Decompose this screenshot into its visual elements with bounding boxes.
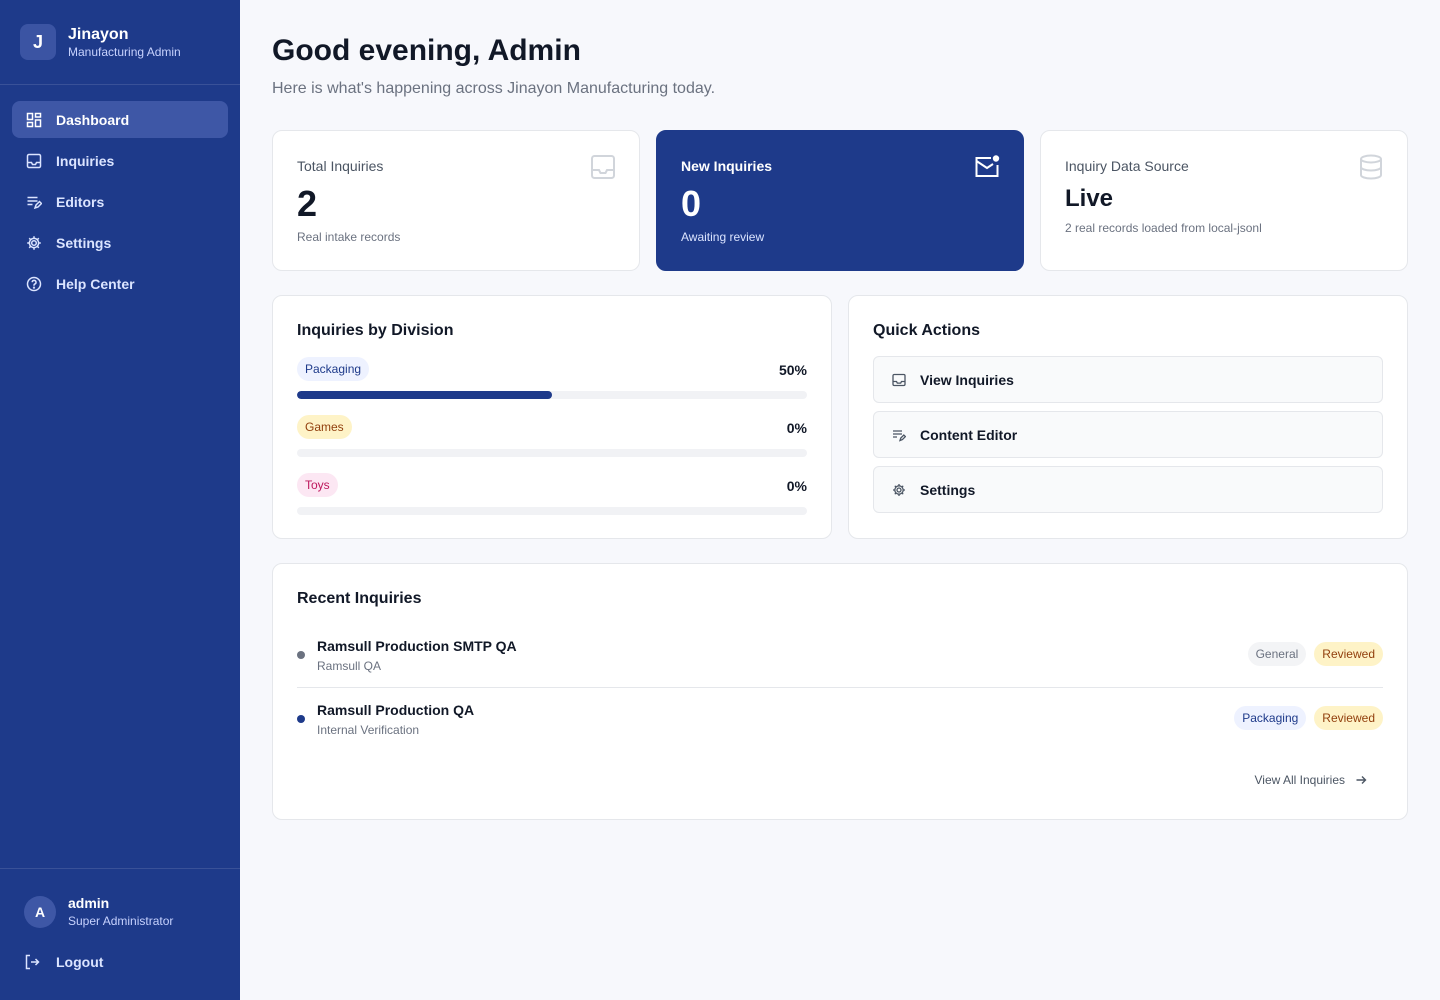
view-all-label: View All Inquiries xyxy=(1254,773,1346,787)
content-editor-button[interactable]: Content Editor xyxy=(873,411,1383,458)
logout-label: Logout xyxy=(56,954,104,970)
division-row-games: Games 0% xyxy=(297,415,807,457)
table-row[interactable]: Ramsull Production SMTP QA Ramsull QA Ge… xyxy=(297,629,1383,687)
settings-button[interactable]: Settings xyxy=(873,466,1383,513)
sidebar-item-label: Help Center xyxy=(56,275,135,292)
table-row[interactable]: Ramsull Production QA Internal Verificat… xyxy=(297,693,1383,751)
quick-action-label: View Inquiries xyxy=(920,371,1014,388)
stat-description: Awaiting review xyxy=(681,230,765,244)
division-percent: 0% xyxy=(786,420,807,436)
progress-track xyxy=(297,507,807,515)
sidebar-item-label: Dashboard xyxy=(56,111,130,128)
page-title: Good evening, Admin xyxy=(272,34,581,67)
brand-subtitle: Manufacturing Admin xyxy=(68,44,181,59)
inquiries-by-division-card: Inquiries by Division Packaging 50% Game… xyxy=(272,295,832,539)
sidebar-item-help-center[interactable]: Help Center xyxy=(12,265,228,302)
division-row-toys: Toys 0% xyxy=(297,473,807,515)
stat-card-data-source[interactable]: Inquiry Data Source Live 2 real records … xyxy=(1040,130,1408,271)
brand[interactable]: J Jinayon Manufacturing Admin xyxy=(0,0,240,85)
logout-button[interactable]: Logout xyxy=(24,954,216,970)
stat-value: Live xyxy=(1065,185,1114,212)
division-badge: Packaging xyxy=(297,357,370,381)
quick-action-label: Settings xyxy=(920,481,976,498)
arrow-right-icon xyxy=(1356,776,1367,784)
progress-track xyxy=(297,391,807,399)
division-badge: General xyxy=(1247,642,1307,666)
section-title: Recent Inquiries xyxy=(297,590,422,607)
sidebar-item-label: Editors xyxy=(56,193,105,210)
inquiry-name: Ramsull Production QA xyxy=(317,702,475,718)
inquiry-source: Internal Verification xyxy=(317,723,420,737)
stat-card-new-inquiries[interactable]: New Inquiries 0 Awaiting review xyxy=(656,130,1024,271)
avatar: A xyxy=(24,895,56,928)
gear-icon xyxy=(893,483,905,496)
division-percent: 0% xyxy=(786,478,807,494)
progress-track xyxy=(297,449,807,457)
inquiry-source: Ramsull QA xyxy=(317,659,382,673)
quick-actions-card: Quick Actions View Inquiries Content Edi… xyxy=(848,295,1408,539)
section-title: Quick Actions xyxy=(873,322,980,339)
gear-icon xyxy=(27,235,41,250)
division-badge: Packaging xyxy=(1234,706,1307,730)
sidebar-item-label: Inquiries xyxy=(56,152,115,169)
status-badge: Reviewed xyxy=(1314,706,1383,730)
dashboard-icon xyxy=(26,112,42,127)
sidebar-item-dashboard[interactable]: Dashboard xyxy=(12,101,228,138)
row-divider xyxy=(297,687,1383,688)
help-icon xyxy=(26,276,42,291)
division-badge: Toys xyxy=(297,473,338,497)
quick-action-label: Content Editor xyxy=(920,426,1018,443)
sidebar-footer: A admin Super Administrator Logout xyxy=(0,868,240,1000)
stat-title: Total Inquiries xyxy=(297,158,384,174)
sidebar-item-label: Settings xyxy=(56,234,112,251)
brand-logo: J xyxy=(20,24,56,60)
mail-notification-icon xyxy=(975,155,1000,177)
user-role: Super Administrator xyxy=(68,914,174,928)
stat-description: Real intake records xyxy=(297,230,401,244)
stat-value: 0 xyxy=(681,183,702,224)
section-title: Inquiries by Division xyxy=(297,322,454,339)
inbox-icon xyxy=(892,373,906,386)
stat-title: Inquiry Data Source xyxy=(1065,158,1189,174)
status-badge: Reviewed xyxy=(1314,642,1383,666)
inquiry-name: Ramsull Production SMTP QA xyxy=(317,638,517,654)
stat-card-total-inquiries[interactable]: Total Inquiries 2 Real intake records xyxy=(272,130,640,271)
edit-list-icon xyxy=(893,429,906,442)
edit-list-icon xyxy=(27,196,42,209)
progress-fill xyxy=(297,391,552,399)
logout-icon xyxy=(25,954,40,970)
division-badge: Games xyxy=(297,415,352,439)
status-dot xyxy=(297,715,305,723)
stat-title: New Inquiries xyxy=(681,158,773,174)
user-profile[interactable]: A admin Super Administrator xyxy=(24,895,216,928)
status-dot xyxy=(297,651,305,659)
database-icon xyxy=(1360,154,1382,180)
stat-value: 2 xyxy=(297,183,318,224)
brand-name: Jinayon xyxy=(68,25,129,43)
division-row-packaging: Packaging 50% xyxy=(297,357,807,399)
recent-inquiries-card: Recent Inquiries Ramsull Production SMTP… xyxy=(272,563,1408,820)
page-subtitle: Here is what's happening across Jinayon … xyxy=(272,80,716,97)
sidebar-nav: Dashboard Inquiries Editors Settings Hel… xyxy=(0,85,240,322)
inbox-icon xyxy=(26,153,42,168)
stat-description: 2 real records loaded from local-jsonl xyxy=(1065,221,1262,235)
division-percent: 50% xyxy=(778,362,807,378)
view-all-inquiries-link[interactable]: View All Inquiries xyxy=(1255,773,1368,787)
sidebar-item-inquiries[interactable]: Inquiries xyxy=(12,142,228,179)
sidebar: J Jinayon Manufacturing Admin Dashboard … xyxy=(0,0,240,1000)
view-inquiries-button[interactable]: View Inquiries xyxy=(873,356,1383,403)
sidebar-item-settings[interactable]: Settings xyxy=(12,224,228,261)
main-content: Good evening, Admin Here is what's happe… xyxy=(272,0,1408,98)
sidebar-item-editors[interactable]: Editors xyxy=(12,183,228,220)
user-name: admin xyxy=(68,895,110,911)
inbox-icon xyxy=(591,155,615,179)
